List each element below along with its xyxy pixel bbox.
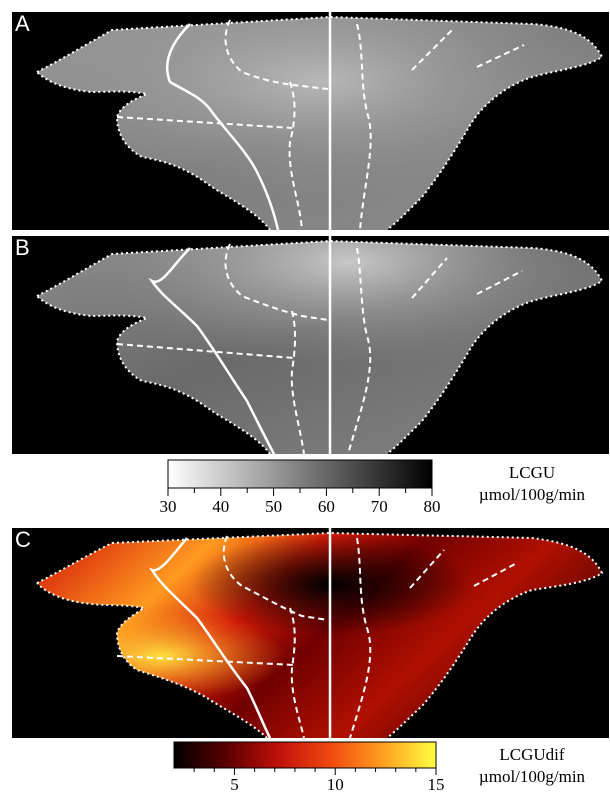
panel-b: B xyxy=(12,236,609,454)
colorbar-gray-unit-line1: LCGU xyxy=(508,463,556,482)
panel-b-map xyxy=(36,236,604,454)
colorbar-heat-scale: 5 10 15 xyxy=(173,741,445,792)
colorbar-gray-tick-label: 70 xyxy=(371,497,388,516)
colorbar-gray-scale: 30 40 50 60 70 80 xyxy=(160,459,441,516)
panel-a-label: A xyxy=(15,12,30,36)
colorbar-gray-unit: LCGU µmol/100g/min xyxy=(454,462,610,506)
colorbar-heat-tick-label: 5 xyxy=(230,775,239,792)
panel-a-map xyxy=(36,12,604,230)
colorbar-gray-tick-label: 80 xyxy=(424,497,441,516)
panel-a: A xyxy=(12,12,609,230)
panel-c: C xyxy=(12,528,609,738)
colorbar-gray-tick-label: 60 xyxy=(318,497,335,516)
colorbar-heat-tick-label: 10 xyxy=(327,775,344,792)
colorbar-heat-unit-line1: LCGUdif xyxy=(499,745,565,764)
colorbar-gray: 30 40 50 60 70 80 xyxy=(160,459,441,520)
panel-b-label: B xyxy=(15,236,30,260)
colorbar-heat-unit-line2: µmol/100g/min xyxy=(478,767,586,786)
colorbar-gray-tick-label: 30 xyxy=(160,497,177,516)
colorbar-gray-tick-label: 40 xyxy=(212,497,229,516)
colorbar-heat-tick-label: 15 xyxy=(428,775,445,792)
colorbar-gray-bar xyxy=(167,459,433,489)
colorbar-gray-unit-line2: µmol/100g/min xyxy=(478,485,586,504)
colorbar-heat-bar xyxy=(173,741,437,769)
colorbar-heat: 5 10 15 xyxy=(172,741,445,792)
panel-c-label: C xyxy=(15,528,31,552)
colorbar-gray-tick-label: 50 xyxy=(265,497,282,516)
colorbar-heat-unit: LCGUdif µmol/100g/min xyxy=(454,744,610,788)
panel-c-map xyxy=(36,528,604,738)
